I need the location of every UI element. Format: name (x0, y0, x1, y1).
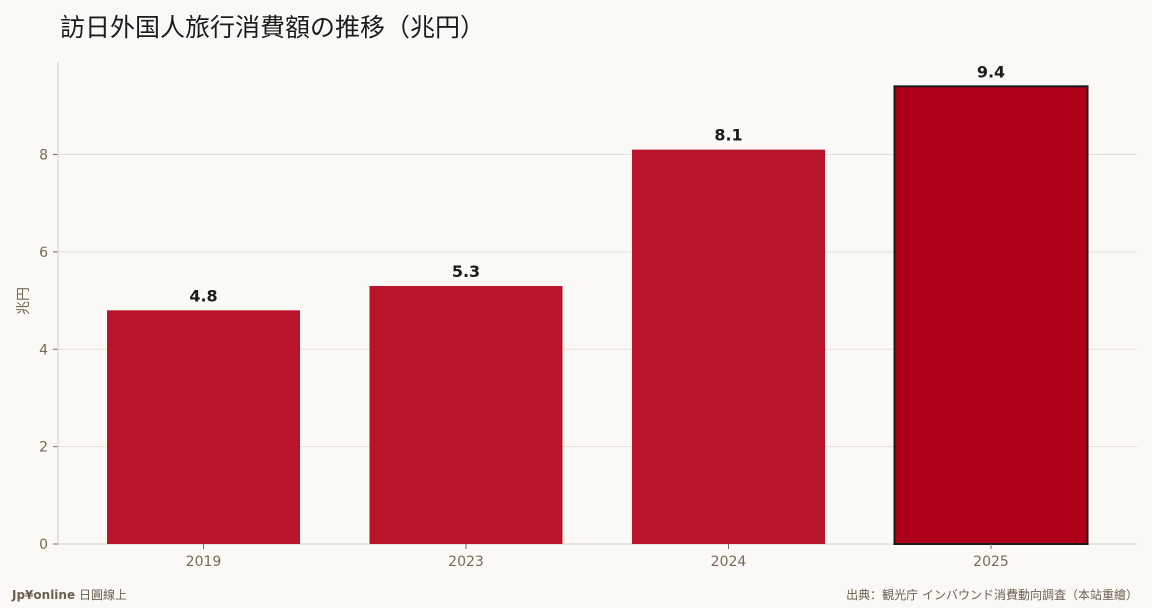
y-tick-label-0: 0 (39, 537, 48, 553)
x-tick-label-2024: 2024 (711, 554, 747, 570)
data-label-2019: 4.8 (189, 286, 217, 305)
data-label-2024: 8.1 (714, 126, 742, 145)
bar-2019 (107, 310, 300, 544)
data-label-2025: 9.4 (977, 62, 1005, 81)
y-tick-label-8: 8 (39, 148, 48, 164)
x-tick-label-2025: 2025 (973, 554, 1009, 570)
bar-2023 (369, 285, 563, 544)
chart-title: 訪日外国人旅行消費額の推移（兆円） (60, 13, 486, 42)
brand-tagline: 日圓線上 (78, 588, 127, 602)
x-tick-label-2019: 2019 (186, 554, 222, 570)
y-axis-label: 兆円 (16, 287, 32, 315)
bar-2025 (893, 85, 1089, 545)
y-tick-label-6: 6 (39, 245, 48, 261)
bar-2024 (632, 149, 825, 545)
source-note: 出典：観光庁 インバウンド消費動向調査（本站重繪） (846, 588, 1138, 602)
y-tick-label-2: 2 (39, 440, 48, 456)
footer-brand: Jp¥online 日圓線上 (12, 586, 127, 603)
data-label-2023: 5.3 (452, 262, 480, 281)
y-tick-label-4: 4 (39, 342, 48, 358)
x-tick-label-2023: 2023 (448, 554, 484, 570)
brand-name: Jp¥online (12, 588, 76, 602)
